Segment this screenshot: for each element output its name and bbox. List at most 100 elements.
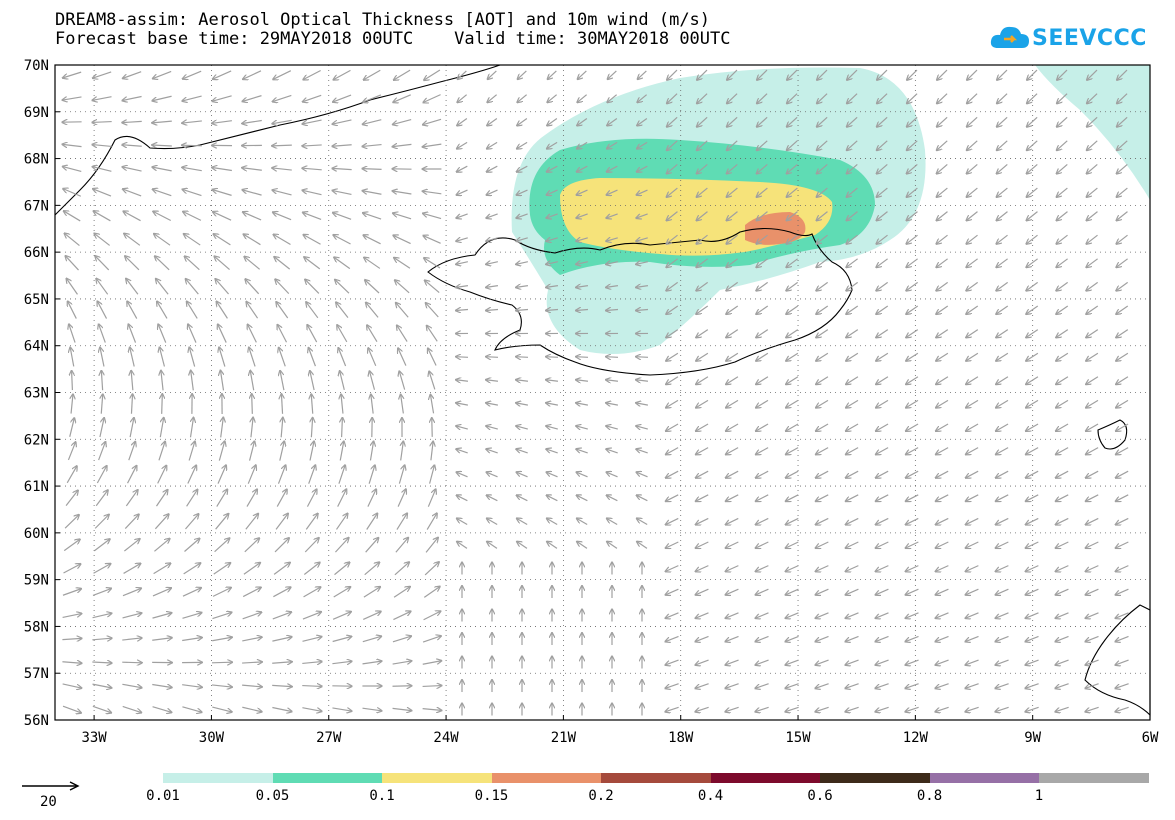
wind-arrow (456, 286, 469, 288)
wind-arrow (153, 189, 172, 197)
wind-arrow (547, 118, 558, 126)
wind-arrow (212, 685, 232, 687)
seevccc-logo: SEEVCCC (990, 22, 1150, 58)
lon-label: 24W (433, 730, 459, 746)
lat-label: 60N (24, 526, 49, 542)
wind-arrow (756, 541, 769, 548)
wind-arrow (93, 189, 112, 197)
wind-arrow (274, 257, 291, 270)
wind-arrow (815, 706, 829, 711)
wind-arrow (667, 140, 678, 150)
wind-arrow (816, 376, 829, 384)
wind-arrow (424, 69, 441, 80)
wind-arrow (212, 588, 231, 597)
wind-arrow (547, 518, 558, 526)
wind-arrow (456, 238, 468, 241)
wind-arrow (697, 69, 708, 80)
wind-arrow (1057, 163, 1068, 173)
wind-arrow (457, 542, 468, 549)
wind-arrow (94, 515, 109, 529)
wind-arrow (637, 141, 648, 148)
wind-arrow (936, 281, 949, 290)
wind-arrow (666, 234, 678, 244)
wind-arrow (726, 376, 739, 384)
wind-arrow (158, 324, 167, 343)
wind-arrow (336, 302, 349, 318)
lat-label: 65N (24, 292, 49, 308)
wind-arrow (92, 683, 112, 688)
wind-arrow (876, 329, 889, 338)
wind-arrow (787, 163, 798, 173)
wind-arrow (1117, 69, 1128, 80)
wind-arrow (212, 612, 231, 620)
wind-arrow (62, 638, 81, 639)
wind-arrow (727, 140, 738, 150)
wind-arrow (967, 93, 978, 104)
wind-arrow (997, 93, 1008, 104)
wind-arrow (247, 465, 256, 484)
wind-arrow (875, 706, 889, 711)
wind-arrow (152, 167, 172, 172)
colorbar-label: 0.4 (697, 788, 724, 804)
wind-arrow (1026, 352, 1039, 361)
wind-arrow (303, 69, 321, 80)
wind-arrow (638, 70, 647, 79)
wind-arrow (817, 187, 828, 197)
wind-arrow (607, 542, 618, 549)
wind-arrow (306, 489, 316, 507)
wind-arrow (212, 168, 232, 171)
wind-arrow (606, 213, 618, 218)
wind-arrow (218, 324, 227, 343)
wind-arrow (787, 211, 798, 221)
wind-arrow (424, 258, 441, 269)
wind-arrow (1055, 683, 1069, 689)
wind-arrow (272, 119, 292, 123)
wind-arrow (966, 329, 979, 338)
wind-arrow (302, 119, 322, 124)
wind-arrow (936, 447, 949, 455)
wind-arrow (1117, 211, 1128, 221)
wind-arrow (996, 470, 1009, 478)
wind-arrow (756, 517, 769, 524)
wind-arrow (906, 234, 918, 244)
wind-arrow (907, 93, 918, 104)
wind-arrow (1056, 470, 1069, 478)
wind-arrow (245, 279, 260, 295)
wind-arrow (1116, 470, 1129, 478)
wind-arrow (666, 305, 679, 314)
wind-arrow (517, 165, 528, 172)
wind-arrow (997, 211, 1008, 221)
wind-arrow (393, 587, 410, 598)
wind-arrow (966, 376, 979, 384)
wind-arrow (1086, 399, 1099, 407)
wind-arrow (786, 258, 798, 267)
wind-arrow (816, 612, 829, 618)
wind-arrow (696, 376, 709, 384)
wind-arrow (1057, 116, 1068, 126)
wind-arrow (666, 352, 679, 361)
wind-arrow (152, 588, 171, 597)
colorbar-label: 0.8 (916, 788, 943, 804)
wind-arrow (370, 371, 376, 390)
wind-arrow (92, 705, 111, 712)
reference-vector-arrow (22, 781, 80, 791)
wind-arrow (394, 69, 411, 80)
wind-arrow (362, 708, 382, 711)
wind-arrow (576, 449, 588, 453)
wind-arrow (877, 163, 888, 173)
wind-arrow (211, 662, 232, 663)
lat-label: 61N (24, 479, 49, 495)
wind-arrow (1116, 399, 1129, 407)
wind-arrow (995, 635, 1009, 641)
wind-arrow (1056, 258, 1068, 267)
wind-arrow (155, 490, 167, 507)
wind-arrow (277, 465, 285, 484)
wind-arrow (486, 357, 499, 358)
wind-arrow (546, 262, 558, 265)
wind-arrow (996, 447, 1009, 455)
wind-arrow (726, 447, 739, 455)
greenland-coast (54, 64, 501, 216)
wind-arrow (876, 376, 889, 384)
wind-arrow (996, 612, 1009, 618)
wind-arrow (667, 163, 678, 173)
